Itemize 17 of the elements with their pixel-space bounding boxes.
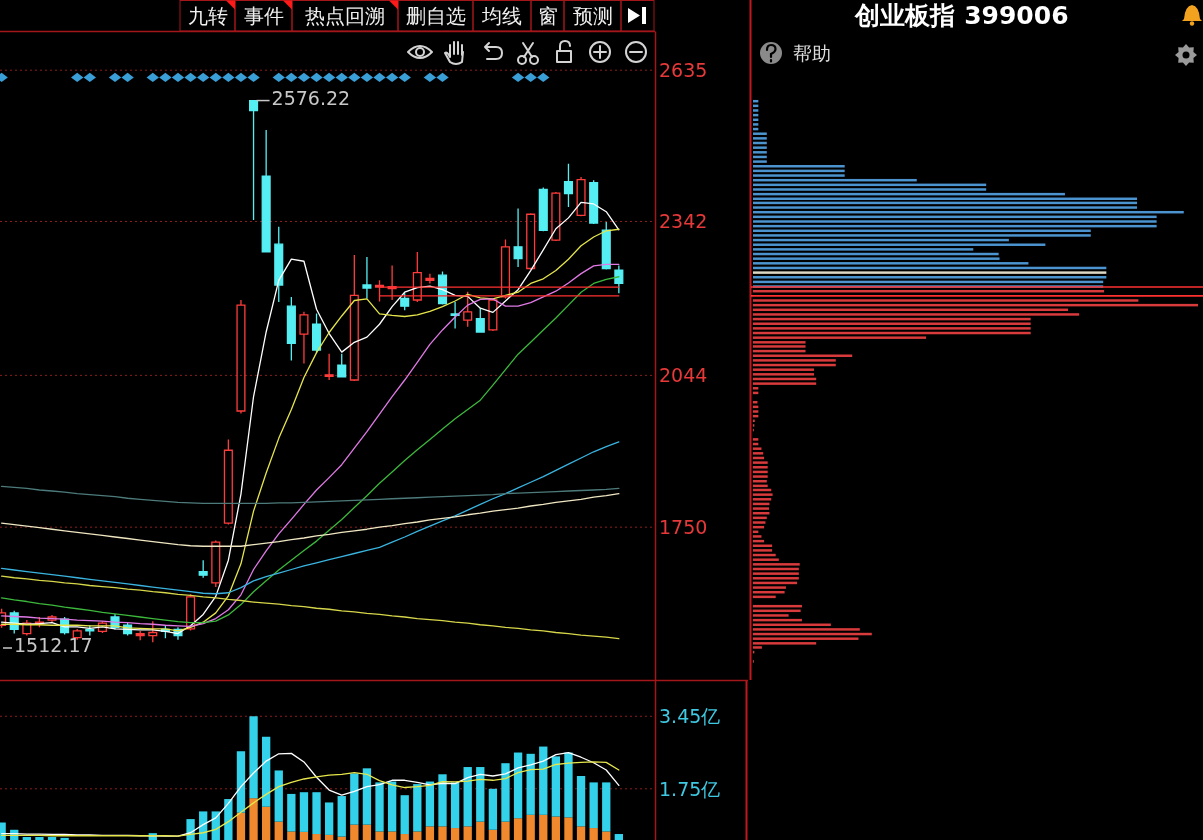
annotation: 2576.22: [271, 86, 351, 109]
y-tick-label: 1750: [659, 516, 708, 539]
y-tick-label: 2342: [659, 210, 708, 233]
y-tick-label: 3.45亿: [659, 705, 721, 728]
y-tick-label: 1.75亿: [659, 777, 721, 800]
y-tick-label: 2044: [659, 364, 708, 387]
text: 删自选: [405, 4, 466, 28]
text: 均线: [481, 4, 522, 28]
y-tick-label: 2635: [659, 59, 708, 82]
text: 热点回溯: [305, 4, 385, 28]
annotation: 帮助: [793, 42, 831, 64]
text: 九转: [187, 4, 228, 28]
chart-title: 创业板指 399006: [854, 0, 1069, 30]
text: 窗: [537, 4, 558, 28]
text: 预测: [572, 4, 613, 28]
annotation: 1512.17: [14, 634, 93, 656]
text: 事件: [243, 4, 284, 28]
